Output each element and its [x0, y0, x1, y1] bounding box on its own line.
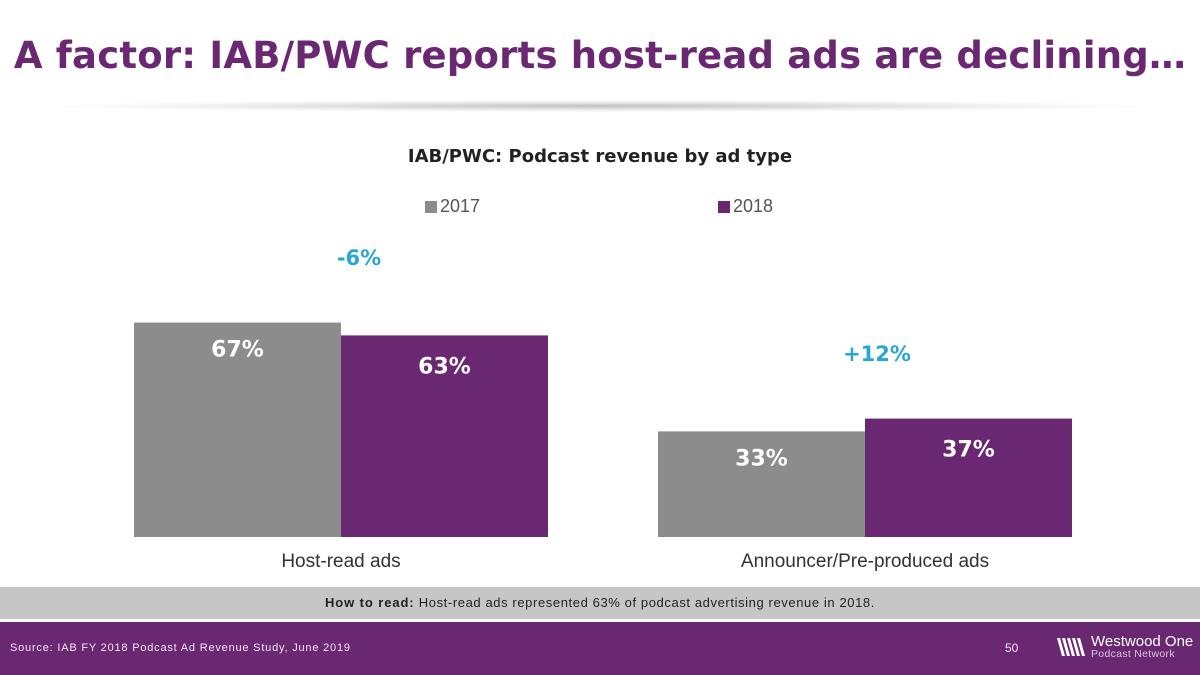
bar-2018-2: [865, 418, 1072, 537]
change-annotation-2: +12%: [843, 342, 911, 366]
legend-item-2018: 2018: [718, 196, 773, 217]
legend-swatch-2017: [425, 200, 437, 213]
legend-swatch-2018: [718, 200, 730, 213]
how-to-read-text: Host-read ads represented 63% of podcast…: [414, 595, 875, 610]
category-label-2: Announcer/Pre-produced ads: [741, 551, 989, 572]
bar-2017-2: [658, 431, 865, 537]
how-to-read-bar: How to read: Host-read ads represented 6…: [0, 587, 1200, 619]
bar-2017-1: [134, 322, 341, 537]
data-label-2018-2: 37%: [942, 438, 995, 463]
title-underline-shadow: [60, 100, 1140, 112]
slide-title: A factor: IAB/PWC reports host-read ads …: [13, 34, 1187, 77]
data-label-2018-1: 63%: [418, 354, 471, 379]
change-annotation-1: -6%: [337, 246, 381, 270]
bar-2018-1: [341, 335, 548, 537]
westwood-one-logo-icon: [1057, 637, 1085, 656]
legend-label-2018: 2018: [733, 196, 774, 216]
bar-chart: 67% 63% -6% Host-read ads 33% 37% +12% Announce…: [134, 246, 1072, 572]
westwood-one-logo: Westwood One Podcast Network: [1057, 634, 1193, 660]
how-to-read-label: How to read:: [325, 595, 415, 610]
legend-label-2017: 2017: [440, 196, 481, 216]
source-note: Source: IAB FY 2018 Podcast Ad Revenue S…: [10, 642, 351, 654]
logo-subtitle: Podcast Network: [1091, 648, 1175, 660]
data-label-2017-1: 67%: [211, 338, 264, 363]
legend-item-2017: 2017: [425, 196, 480, 217]
page-number: 50: [1005, 641, 1019, 655]
category-label-1: Host-read ads: [281, 551, 400, 572]
logo-name: Westwood One: [1091, 633, 1194, 650]
data-label-2017-2: 33%: [735, 446, 788, 471]
chart-title: IAB/PWC: Podcast revenue by ad type: [407, 146, 793, 167]
footer-bar: Source: IAB FY 2018 Podcast Ad Revenue S…: [0, 622, 1200, 675]
